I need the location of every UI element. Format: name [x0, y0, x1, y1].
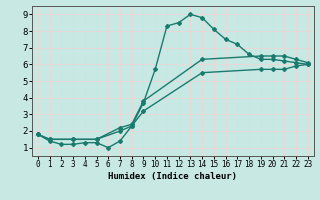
- X-axis label: Humidex (Indice chaleur): Humidex (Indice chaleur): [108, 172, 237, 181]
